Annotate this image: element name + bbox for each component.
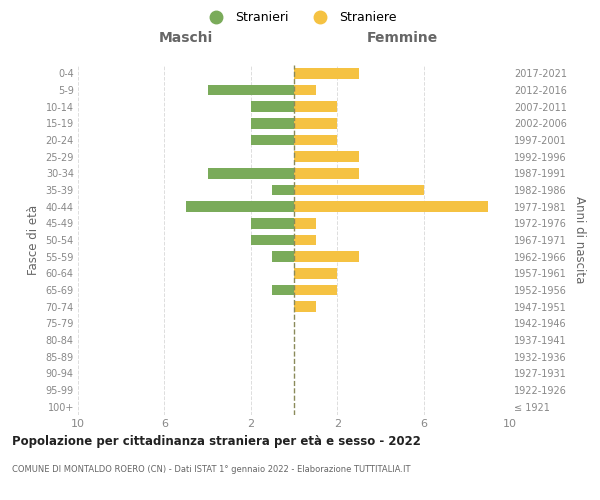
Bar <box>251 134 294 145</box>
Bar <box>294 201 488 212</box>
Y-axis label: Fasce di età: Fasce di età <box>27 205 40 275</box>
Bar <box>294 268 337 279</box>
Bar <box>294 218 316 229</box>
Bar <box>272 251 294 262</box>
Text: Popolazione per cittadinanza straniera per età e sesso - 2022: Popolazione per cittadinanza straniera p… <box>12 435 421 448</box>
Bar <box>251 218 294 229</box>
Bar <box>294 168 359 179</box>
Bar <box>186 201 294 212</box>
Bar <box>208 84 294 96</box>
Bar <box>294 118 337 128</box>
Bar <box>294 84 316 96</box>
Bar <box>251 118 294 128</box>
Bar <box>294 134 337 145</box>
Bar <box>294 68 359 78</box>
Bar <box>294 284 337 296</box>
Text: Maschi: Maschi <box>159 31 213 45</box>
Bar <box>251 101 294 112</box>
Bar <box>294 101 337 112</box>
Text: COMUNE DI MONTALDO ROERO (CN) - Dati ISTAT 1° gennaio 2022 - Elaborazione TUTTIT: COMUNE DI MONTALDO ROERO (CN) - Dati IST… <box>12 465 410 474</box>
Bar <box>272 184 294 196</box>
Bar <box>251 234 294 246</box>
Y-axis label: Anni di nascita: Anni di nascita <box>573 196 586 284</box>
Bar <box>294 184 424 196</box>
Bar <box>208 168 294 179</box>
Bar <box>272 284 294 296</box>
Bar <box>294 151 359 162</box>
Bar <box>294 251 359 262</box>
Bar <box>294 234 316 246</box>
Text: Femmine: Femmine <box>367 31 437 45</box>
Bar <box>294 301 316 312</box>
Legend: Stranieri, Straniere: Stranieri, Straniere <box>199 6 401 29</box>
